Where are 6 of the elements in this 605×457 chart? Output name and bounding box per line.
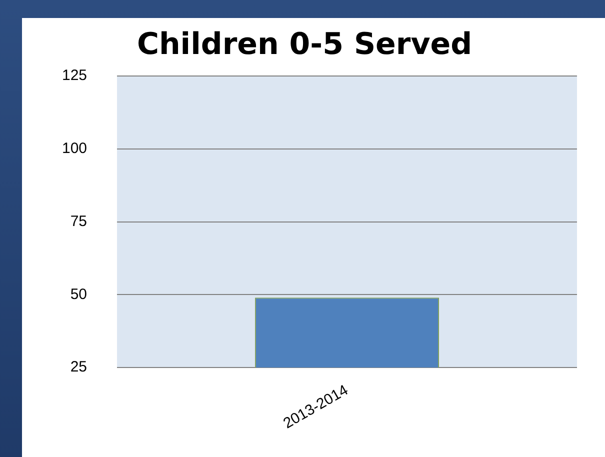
y-tick-label: 50 xyxy=(70,286,88,303)
y-tick-label: 125 xyxy=(62,67,88,84)
chart-title: Children 0-5 Served xyxy=(136,26,472,62)
y-tick-label: 75 xyxy=(70,212,88,230)
y-tick-label: 25 xyxy=(70,358,88,376)
y-tick-label: 100 xyxy=(62,140,88,158)
